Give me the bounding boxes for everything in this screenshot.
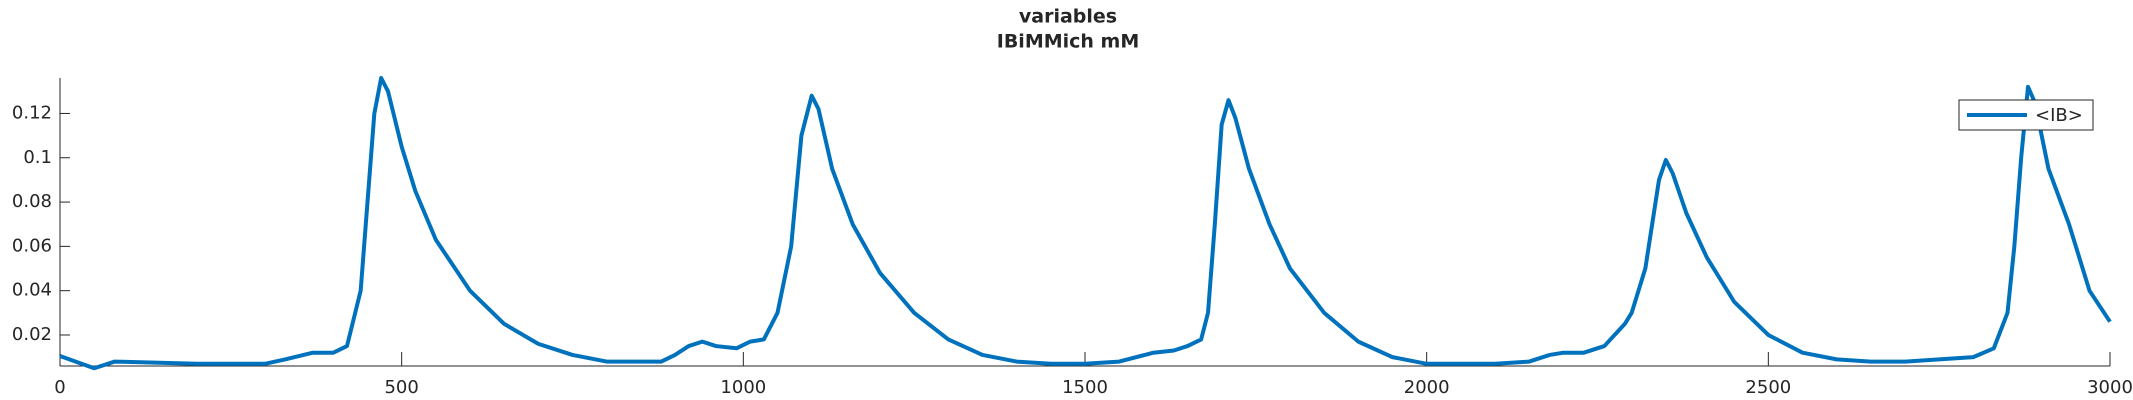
y-tick-label: 0.02: [12, 324, 52, 345]
x-tick-label: 0: [54, 377, 65, 398]
y-tick-label: 0.12: [12, 102, 52, 123]
x-tick-label: 3000: [2087, 377, 2133, 398]
y-tick-label: 0.1: [23, 147, 52, 168]
y-tick-label: 0.08: [12, 191, 52, 212]
chart-title: variables: [1019, 6, 1117, 28]
chart-subtitle: IBiMMich mM: [997, 31, 1140, 53]
x-tick-label: 1500: [1062, 377, 1108, 398]
x-tick-label: 1000: [720, 377, 766, 398]
x-tick-label: 2000: [1404, 377, 1450, 398]
line-series: [59, 76, 2112, 371]
y-tick-label: 0.04: [12, 280, 52, 301]
x-tick-label: 2500: [1745, 377, 1791, 398]
legend-label: <IB>: [2035, 105, 2083, 126]
x-tick-label: 500: [384, 377, 418, 398]
y-tick-label: 0.06: [12, 235, 52, 256]
